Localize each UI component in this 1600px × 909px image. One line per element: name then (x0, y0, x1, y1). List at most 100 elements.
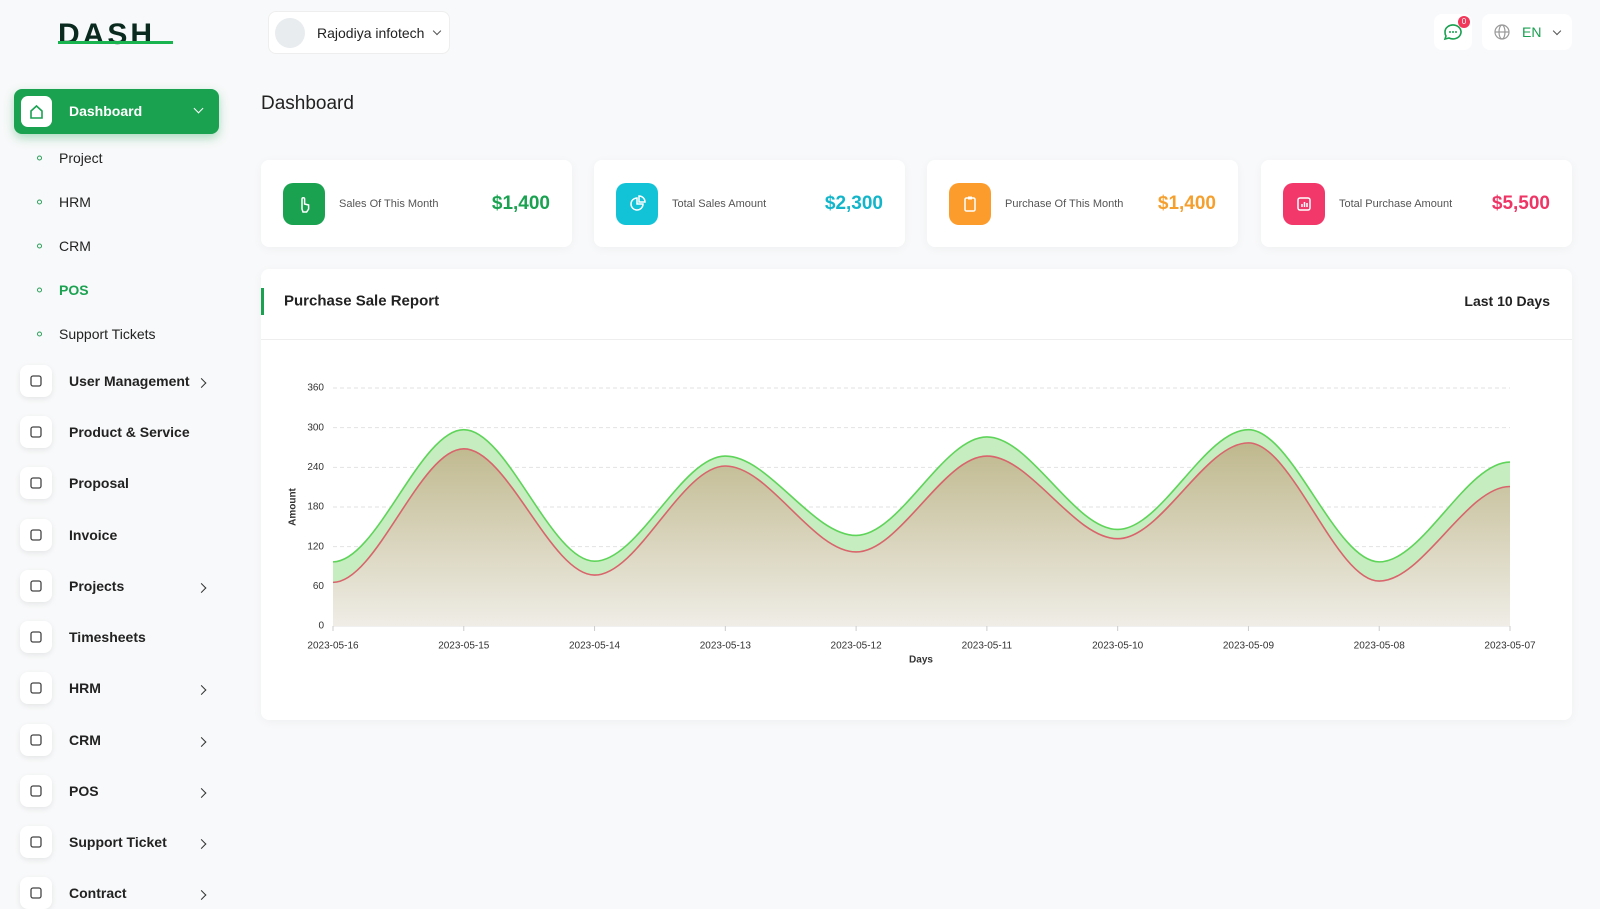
y-tick-label: 180 (307, 502, 324, 513)
chevron (196, 685, 207, 695)
chevron (196, 890, 207, 900)
menu-icon (20, 724, 52, 756)
stat-card: Total Sales Amount $2,300 (594, 160, 905, 247)
card-icon (283, 183, 325, 225)
chevron (196, 378, 207, 388)
stat-card: Total Purchase Amount $5,500 (1261, 160, 1572, 247)
divider (261, 339, 1572, 340)
menu-item[interactable]: Timesheets (69, 629, 146, 645)
card-icon (949, 183, 991, 225)
icon (30, 631, 42, 643)
bullet (37, 199, 42, 205)
menu-item[interactable]: User Management (69, 373, 190, 389)
notification-button[interactable]: 0 (1434, 14, 1472, 50)
notification-badge: 0 (1458, 16, 1470, 28)
menu-icon (20, 570, 52, 602)
stat-card: Purchase Of This Month $1,400 (927, 160, 1238, 247)
menu-icon (20, 672, 52, 704)
x-tick-label: 2023-05-16 (307, 641, 359, 652)
report-card: Purchase Sale Report Last 10 Days Amount… (261, 269, 1572, 720)
icon (30, 580, 42, 592)
menu-item[interactable]: Invoice (69, 527, 118, 543)
y-tick-label: 60 (313, 581, 325, 592)
submenu-item[interactable]: Project (59, 150, 103, 166)
bullet (37, 155, 42, 161)
card-value: $1,400 (491, 193, 550, 214)
x-tick-label: 2023-05-14 (569, 641, 621, 652)
card-icon (616, 183, 658, 225)
chevron (196, 788, 207, 798)
home-icon (30, 104, 43, 119)
icon (30, 887, 42, 899)
language-switch[interactable]: EN (1482, 14, 1572, 50)
icon (30, 529, 42, 541)
menu-icon (20, 416, 52, 448)
menu-item[interactable]: CRM (69, 732, 101, 748)
y-tick-label: 120 (307, 541, 324, 552)
menu-item[interactable]: Product & Service (69, 424, 190, 440)
chevron (1552, 26, 1562, 36)
card-label: Sales Of This Month (339, 198, 439, 210)
accent-bar (261, 288, 264, 315)
report-period[interactable]: Last 10 Days (1464, 293, 1550, 309)
menu-icon (20, 775, 52, 807)
logo-bar (58, 41, 173, 44)
icon (30, 426, 42, 438)
chat-icon (1443, 24, 1462, 41)
avatar (275, 18, 305, 48)
submenu-item-active[interactable]: POS (59, 282, 89, 298)
stat-card: Sales Of This Month $1,400 (261, 160, 572, 247)
x-tick-label: 2023-05-09 (1223, 641, 1275, 652)
clipboard-icon (964, 196, 976, 212)
area-line (332, 428, 1511, 563)
menu-icon (20, 621, 52, 653)
icon (30, 785, 42, 797)
card-value: $2,300 (824, 193, 883, 214)
submenu-item[interactable]: CRM (59, 238, 91, 254)
chevron (193, 103, 204, 114)
x-axis-title: Days (909, 655, 933, 666)
x-tick-label: 2023-05-13 (700, 641, 752, 652)
x-tick-label: 2023-05-10 (1092, 641, 1144, 652)
submenu-item[interactable]: HRM (59, 194, 91, 210)
y-tick-label: 0 (318, 621, 324, 632)
sidebar-label: Dashboard (69, 103, 143, 119)
menu-item[interactable]: Support Ticket (69, 834, 167, 850)
area-fill (333, 442, 1510, 626)
menu-icon (20, 467, 52, 499)
y-tick-label: 240 (307, 462, 324, 473)
menu-icon (20, 365, 52, 397)
company-switch[interactable]: Rajodiya infotech (268, 11, 450, 54)
card-value: $5,500 (1491, 193, 1550, 214)
company-name: Rajodiya infotech (317, 25, 425, 41)
hand-icon (301, 197, 310, 213)
menu-item[interactable]: Projects (69, 578, 125, 594)
menu-icon (20, 877, 52, 909)
logo[interactable]: DASH (58, 18, 156, 51)
card-label: Purchase Of This Month (1005, 198, 1124, 210)
chart: Amount Days 0 60 120 180 240 300 360 2023-05-16… (288, 383, 1536, 666)
x-tick-label: 2023-05-08 (1354, 641, 1406, 652)
submenu-item[interactable]: Support Tickets (59, 326, 156, 342)
card-label: Total Purchase Amount (1339, 198, 1453, 210)
icon (30, 477, 42, 489)
chevron (196, 737, 207, 747)
menu-item[interactable]: HRM (69, 680, 101, 696)
menu-item[interactable]: POS (69, 783, 99, 799)
y-tick-label: 300 (307, 422, 324, 433)
menu-item[interactable]: Contract (69, 885, 127, 901)
page-title: Dashboard (261, 93, 354, 114)
language: EN (1522, 24, 1542, 40)
card-icon (1283, 183, 1325, 225)
x-tick-label: 2023-05-15 (438, 641, 490, 652)
icon (30, 682, 42, 694)
chevron (196, 839, 207, 849)
card-value: $1,400 (1157, 193, 1216, 214)
report-title: Purchase Sale Report (284, 292, 440, 310)
globe-icon (1494, 24, 1510, 40)
menu-icon (20, 826, 52, 858)
sidebar-active-item[interactable]: Dashboard (14, 89, 219, 134)
menu-item[interactable]: Proposal (69, 475, 129, 491)
